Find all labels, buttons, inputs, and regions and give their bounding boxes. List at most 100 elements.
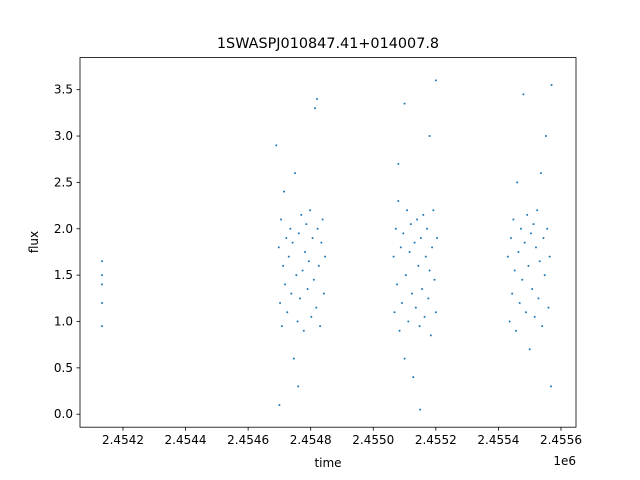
point (544, 135, 547, 138)
point (406, 209, 409, 212)
point (101, 260, 104, 263)
point (294, 172, 297, 175)
point (295, 274, 298, 277)
y-tick-label: 3.5 (54, 83, 73, 97)
point (275, 144, 278, 147)
point (277, 246, 280, 249)
point (422, 213, 425, 216)
point (518, 301, 521, 304)
point (289, 227, 292, 230)
point (286, 311, 289, 314)
point (392, 255, 395, 258)
point (419, 408, 422, 411)
y-tick-label: 1.5 (54, 268, 73, 282)
point (285, 237, 288, 240)
point (393, 311, 396, 314)
point (511, 292, 514, 295)
point (290, 292, 293, 295)
point (399, 246, 402, 249)
point (299, 297, 302, 300)
point (292, 357, 295, 360)
point (417, 264, 420, 267)
point (413, 241, 416, 244)
point (291, 241, 294, 244)
point (404, 274, 407, 277)
point (519, 227, 522, 230)
point (506, 255, 509, 258)
point (529, 232, 532, 235)
point (305, 223, 308, 226)
point (304, 250, 307, 253)
point (427, 297, 430, 300)
point (512, 218, 515, 221)
point (514, 329, 517, 332)
point (315, 306, 318, 309)
point (296, 320, 299, 323)
points (101, 79, 553, 411)
x-axis-label: time (314, 456, 341, 470)
point (282, 264, 285, 267)
point (314, 107, 317, 110)
point (432, 209, 435, 212)
point (534, 246, 537, 249)
point (421, 288, 424, 291)
point (279, 218, 282, 221)
point (301, 269, 304, 272)
point (434, 311, 437, 314)
point (320, 241, 323, 244)
x-offset-label: 1e6 (553, 454, 576, 468)
point (283, 190, 286, 193)
point (426, 227, 429, 230)
point (316, 227, 319, 230)
point (306, 288, 309, 291)
point (407, 320, 410, 323)
point (278, 403, 281, 406)
point (549, 385, 552, 388)
point (533, 315, 536, 318)
point (543, 274, 546, 277)
point (419, 237, 422, 240)
y-tick-label: 3.0 (54, 129, 73, 143)
x-tick-label: 2.4546 (227, 433, 269, 447)
point (101, 301, 104, 304)
point (513, 269, 516, 272)
x-tick-label: 2.4550 (352, 433, 394, 447)
point (324, 255, 327, 258)
point (517, 250, 520, 253)
point (508, 320, 511, 323)
point (428, 269, 431, 272)
point (322, 292, 325, 295)
point (101, 274, 104, 277)
point (397, 199, 400, 202)
point (542, 237, 545, 240)
x-tick-label: 2.4556 (540, 433, 582, 447)
point (394, 227, 397, 230)
point (302, 329, 305, 332)
point (315, 97, 318, 100)
point (541, 325, 544, 328)
point (409, 223, 412, 226)
x-tick-label: 2.4552 (415, 433, 457, 447)
point (424, 255, 427, 258)
point (297, 385, 300, 388)
point (423, 315, 426, 318)
point (428, 135, 431, 138)
point (284, 283, 287, 286)
point (416, 218, 419, 221)
point (412, 376, 415, 379)
point (521, 278, 524, 281)
chart-title: 1SWASPJ010847.41+014007.8 (217, 36, 439, 52)
point (516, 181, 519, 184)
y-tick-label: 2.0 (54, 222, 73, 236)
y-tick-label: 0.5 (54, 361, 73, 375)
point (403, 357, 406, 360)
point (523, 241, 526, 244)
point (307, 260, 310, 263)
point (528, 348, 531, 351)
point (433, 278, 436, 281)
point (280, 325, 283, 328)
point (317, 264, 320, 267)
point (287, 255, 290, 258)
point (319, 325, 322, 328)
